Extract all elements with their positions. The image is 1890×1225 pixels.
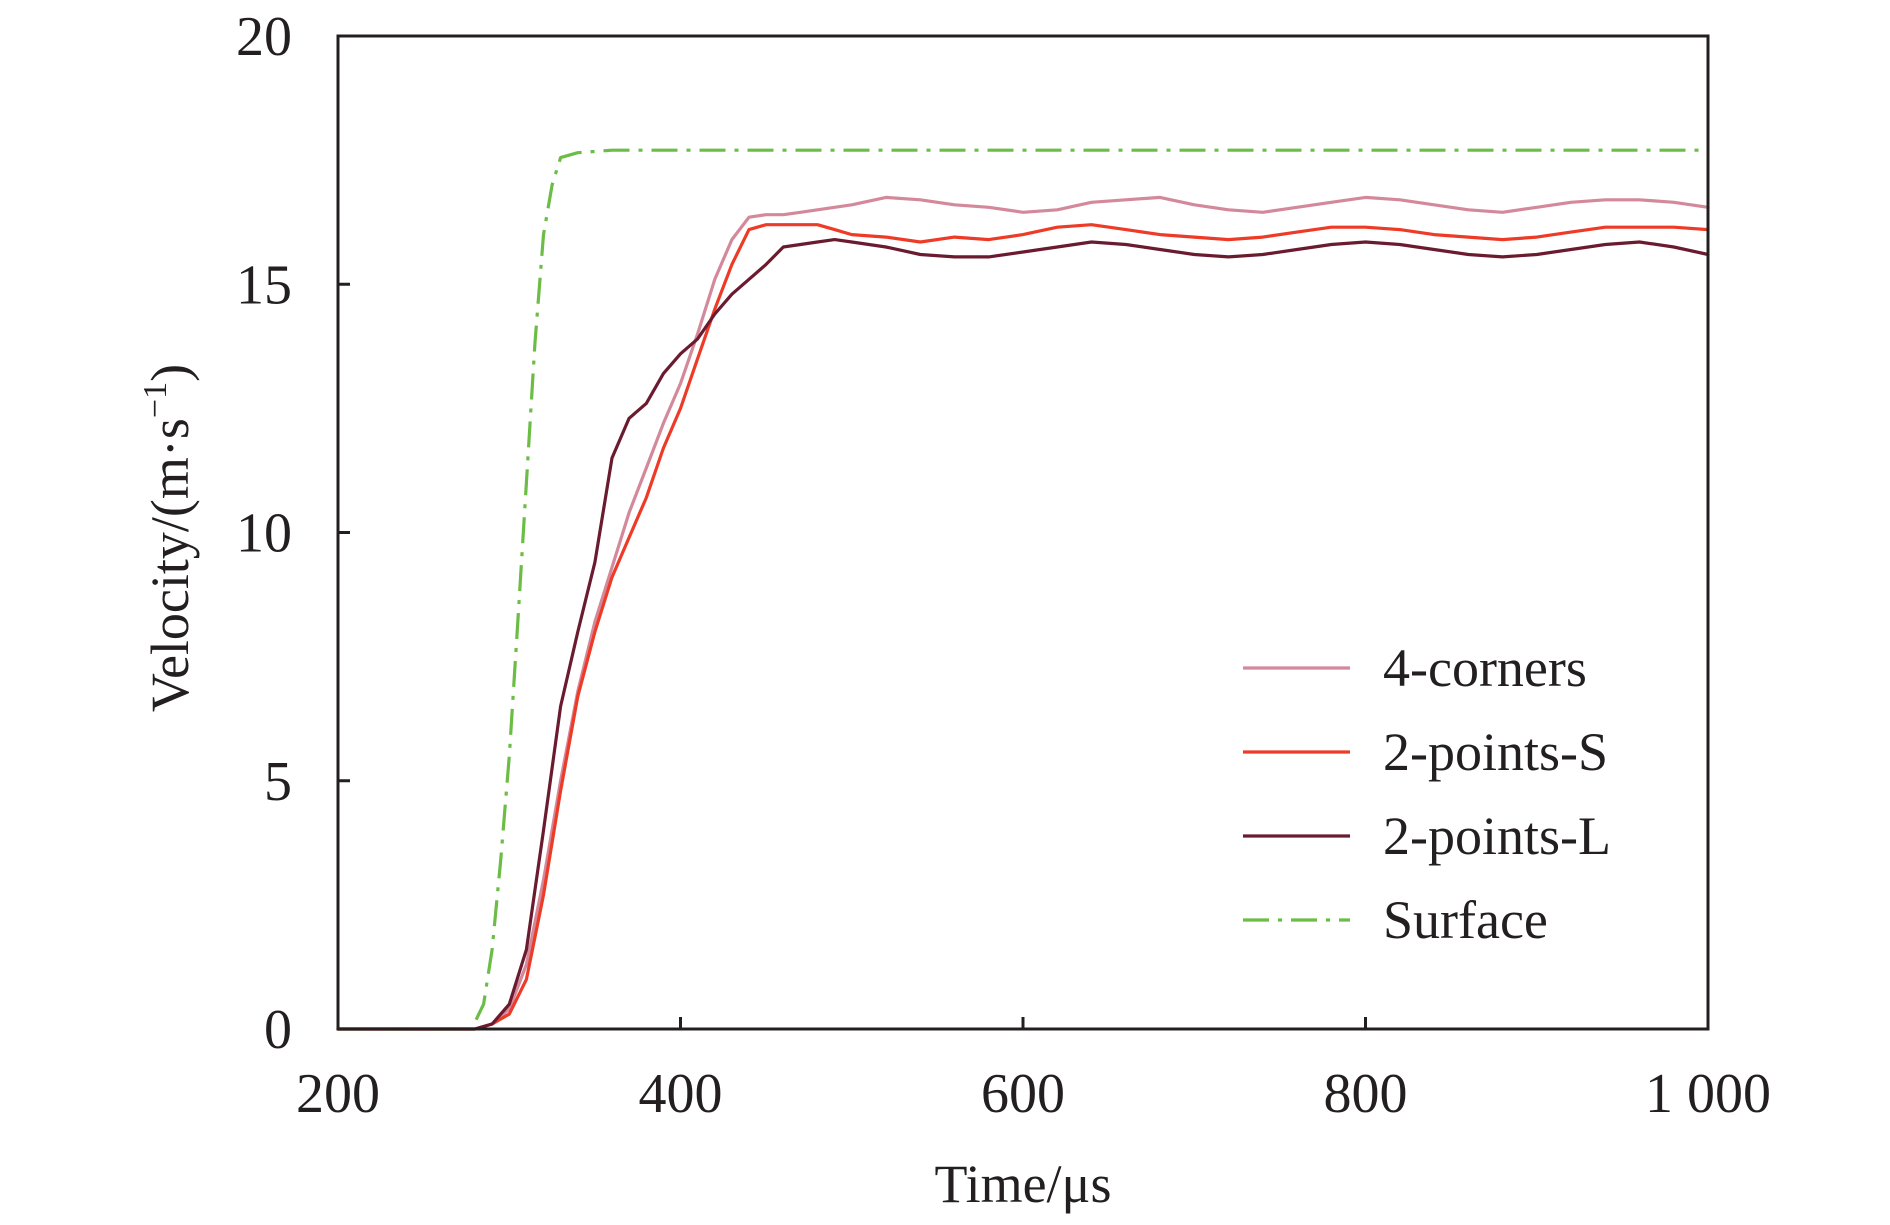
series-line-2-points-l: [336, 238, 1710, 1031]
series-line-4-corners: [336, 195, 1710, 1031]
x-tick-label: 1 000: [1645, 1063, 1771, 1125]
x-tick-label: 800: [1324, 1063, 1408, 1125]
y-tick-label: 0: [264, 999, 292, 1061]
series-line-surface: [338, 148, 1708, 1031]
y-tick-label: 15: [236, 254, 292, 316]
x-axis-title: Time/μs: [934, 1154, 1111, 1214]
legend: 4-corners 2-points-S 2-points-L Surface: [1243, 638, 1611, 950]
legend-label: Surface: [1383, 890, 1548, 950]
y-axis-title-main: Velocity/(m·s: [140, 418, 200, 712]
legend-label: 2-points-L: [1383, 806, 1611, 866]
y-tick-label: 5: [264, 751, 292, 813]
x-tick-label: 200: [296, 1063, 380, 1125]
x-axis-ticks: 200 400 600 800 1 000: [296, 1017, 1771, 1125]
series-line-2-points-s: [336, 223, 1710, 1031]
x-tick-label: 600: [981, 1063, 1065, 1125]
y-tick-label: 10: [236, 503, 292, 565]
y-axis-title: Velocity/(m·s−1): [137, 364, 200, 712]
series-layer: [336, 148, 1710, 1031]
y-axis-title-exponent: −1: [137, 382, 174, 418]
y-axis-title-close: ): [140, 364, 200, 382]
x-tick-label: 400: [639, 1063, 723, 1125]
y-tick-label: 20: [236, 6, 292, 68]
legend-label: 2-points-S: [1383, 722, 1608, 782]
y-axis-ticks: 0 5 10 15 20: [236, 6, 350, 1061]
legend-label: 4-corners: [1383, 638, 1587, 698]
